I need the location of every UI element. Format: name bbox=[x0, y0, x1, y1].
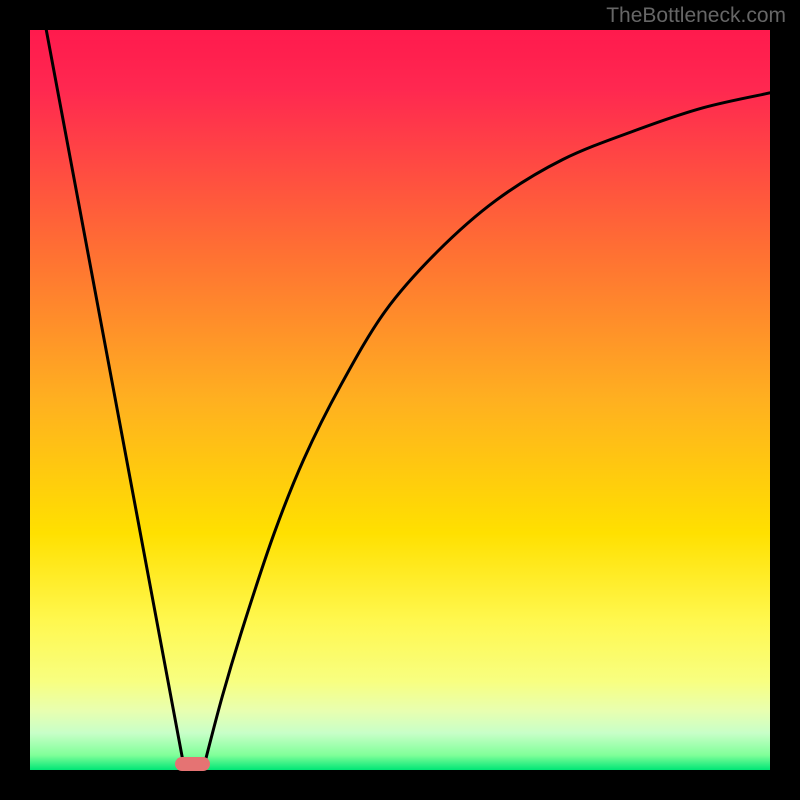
watermark-text: TheBottleneck.com bbox=[606, 4, 786, 28]
bottleneck-curve bbox=[30, 30, 770, 770]
bottleneck-chart bbox=[30, 30, 770, 770]
optimal-point-marker bbox=[175, 757, 210, 771]
